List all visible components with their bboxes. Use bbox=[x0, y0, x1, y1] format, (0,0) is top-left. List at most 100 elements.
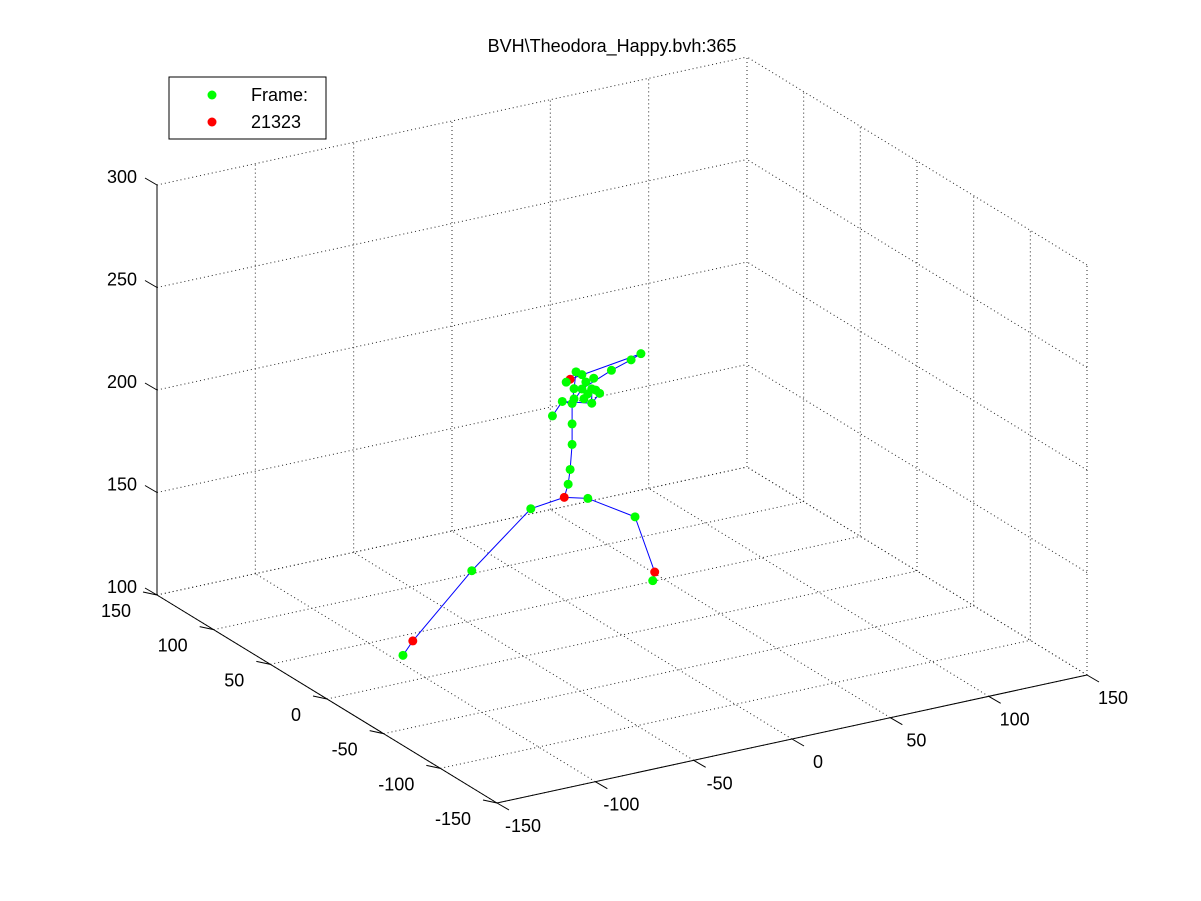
joint-point bbox=[561, 377, 571, 387]
joint-point bbox=[557, 396, 567, 406]
end-site-point bbox=[408, 636, 418, 646]
x-tick-mark bbox=[791, 738, 805, 747]
joint-point bbox=[648, 576, 658, 586]
y-tick-label: 150 bbox=[101, 601, 131, 621]
x-tick-mark bbox=[496, 802, 510, 811]
x-tick-label: 100 bbox=[1000, 709, 1030, 729]
grid-line-floor-y bbox=[270, 535, 861, 665]
joint-point bbox=[526, 504, 536, 514]
grid-line-side-z bbox=[746, 364, 1088, 573]
joint-point bbox=[630, 512, 640, 522]
legend-label-frame: Frame: bbox=[251, 85, 308, 105]
grid-line-back-z bbox=[156, 261, 748, 391]
z-tick-mark bbox=[144, 485, 158, 493]
x-tick-mark bbox=[1086, 674, 1100, 683]
bone-segment bbox=[471, 508, 532, 572]
end-site-point bbox=[559, 492, 569, 502]
grid-line-floor-y bbox=[213, 501, 804, 631]
y-tick-mark bbox=[369, 730, 384, 735]
z-tick-mark bbox=[144, 587, 158, 596]
grid-line-back-z bbox=[156, 364, 748, 493]
joint-point bbox=[626, 355, 636, 365]
x-tick-mark bbox=[693, 759, 706, 768]
bone-segment bbox=[412, 570, 473, 642]
grid-line-floor-y bbox=[383, 605, 974, 735]
bone-segment bbox=[530, 496, 565, 510]
legend-marker-frame bbox=[207, 90, 217, 100]
y-tick-label: -50 bbox=[332, 740, 358, 760]
grid-line-back-z bbox=[156, 466, 748, 596]
y-tick-mark bbox=[312, 695, 328, 700]
axis-layer: -150 -100 -50 0 50 100 150 -150 -100 -50 0 50 100 150… bbox=[101, 167, 1128, 836]
grid-line-back-z bbox=[156, 56, 748, 186]
legend-marker-id bbox=[207, 117, 217, 127]
joint-point bbox=[636, 349, 646, 359]
y-tick-label: 50 bbox=[224, 670, 244, 690]
grid-line-floor-y bbox=[326, 570, 918, 700]
grid-line-side-z bbox=[746, 261, 1088, 471]
y-tick-mark bbox=[482, 799, 498, 804]
x-tick-label: 150 bbox=[1098, 688, 1128, 708]
legend-box bbox=[168, 76, 327, 140]
x-tick-label: -150 bbox=[505, 816, 541, 836]
z-tick-label: 100 bbox=[107, 577, 137, 597]
bone-segment bbox=[587, 497, 636, 518]
grid-line-side-z bbox=[746, 56, 1088, 266]
joint-point bbox=[583, 493, 593, 503]
grid-layer bbox=[156, 56, 1088, 804]
joint-point bbox=[547, 411, 557, 421]
y-tick-mark bbox=[426, 764, 441, 769]
y-tick-mark bbox=[199, 626, 214, 631]
x-tick-label: -50 bbox=[707, 773, 733, 793]
y-tick-mark bbox=[256, 660, 271, 665]
joint-point bbox=[563, 479, 573, 489]
x-tick-mark bbox=[890, 717, 903, 726]
grid-line-floor-x bbox=[353, 551, 694, 761]
bone-segment bbox=[634, 516, 656, 573]
joint-point bbox=[398, 650, 408, 660]
bone-layer bbox=[402, 353, 656, 656]
x-tick-mark bbox=[595, 781, 608, 790]
grid-line-floor-y bbox=[440, 639, 1031, 769]
grid-line-floor-x bbox=[550, 509, 891, 719]
joint-point bbox=[567, 419, 577, 429]
grid-line-side-z bbox=[746, 466, 1088, 676]
z-tick-mark bbox=[144, 280, 158, 288]
end-site-point bbox=[650, 567, 660, 577]
joint-point bbox=[565, 464, 575, 474]
y-tick-label: -150 bbox=[435, 809, 471, 829]
x-tick-label: -100 bbox=[603, 795, 639, 815]
joint-point bbox=[577, 370, 587, 380]
joint-point bbox=[581, 377, 591, 387]
joint-layer bbox=[398, 349, 660, 660]
z-tick-mark bbox=[144, 177, 158, 186]
y-tick-label: 0 bbox=[291, 705, 301, 725]
legend: Frame: 21323 bbox=[168, 76, 327, 140]
z-tick-label: 200 bbox=[107, 372, 137, 392]
bone-segment bbox=[562, 400, 592, 404]
y-tick-label: -100 bbox=[378, 774, 414, 794]
joint-point bbox=[606, 365, 616, 375]
joint-point bbox=[595, 388, 605, 398]
y-tick-mark bbox=[142, 591, 158, 596]
x-tick-label: 0 bbox=[813, 752, 823, 772]
z-tick-label: 150 bbox=[107, 475, 137, 495]
z-tick-label: 250 bbox=[107, 270, 137, 290]
grid-line-floor-x bbox=[451, 530, 793, 740]
legend-label-id: 21323 bbox=[251, 112, 301, 132]
grid-line-side-z bbox=[746, 159, 1088, 368]
joint-point bbox=[569, 384, 579, 394]
joint-point bbox=[569, 394, 579, 404]
z-tick-label: 300 bbox=[107, 167, 137, 187]
joint-point bbox=[589, 373, 599, 383]
grid-line-floor-x bbox=[648, 487, 989, 697]
joint-point bbox=[467, 566, 477, 576]
y-tick-label: 100 bbox=[158, 636, 188, 656]
joint-point bbox=[567, 439, 577, 449]
x-tick-label: 50 bbox=[906, 731, 926, 751]
chart-title: BVH\Theodora_Happy.bvh:365 bbox=[488, 36, 737, 57]
joint-point bbox=[587, 398, 597, 408]
grid-line-back-z bbox=[156, 159, 748, 288]
